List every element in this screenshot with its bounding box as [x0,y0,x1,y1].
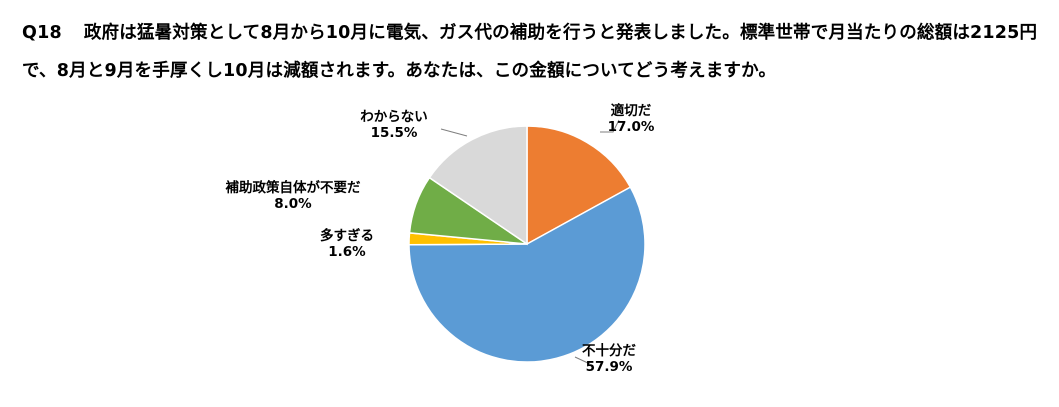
leader-lines [440,119,620,365]
pie-slice-2 [408,186,646,363]
question-number: Q18 [22,23,62,43]
slice-label-5: わからない [360,109,428,125]
leader-line-1 [600,119,620,133]
leader-line-2 [574,356,591,365]
pie-slice-1 [526,125,632,246]
slice-value-2: 57.9% [586,359,633,375]
slice-label-4: 補助政策自体が不要だ [225,179,361,196]
pie-slice-5 [428,125,528,246]
leader-line-5 [440,128,468,137]
question-body: 政府は猛暑対策として8月から10月に電気、ガス代の補助を行うと発表しました。標準… [22,23,1038,81]
slice-value-3: 1.6% [328,244,366,260]
slice-label-1: 適切だ [611,102,652,119]
pie-slices [408,125,646,363]
slice-label-2: 不十分だ [582,342,636,359]
slice-value-5: 15.5% [371,125,418,141]
slice-value-1: 17.0% [608,119,655,135]
question-text-block: Q18 政府は猛暑対策として8月から10月に電気、ガス代の補助を行うと発表しました… [22,14,1052,90]
slice-value-4: 8.0% [274,196,312,212]
slice-label-3: 多すぎる [320,227,374,244]
